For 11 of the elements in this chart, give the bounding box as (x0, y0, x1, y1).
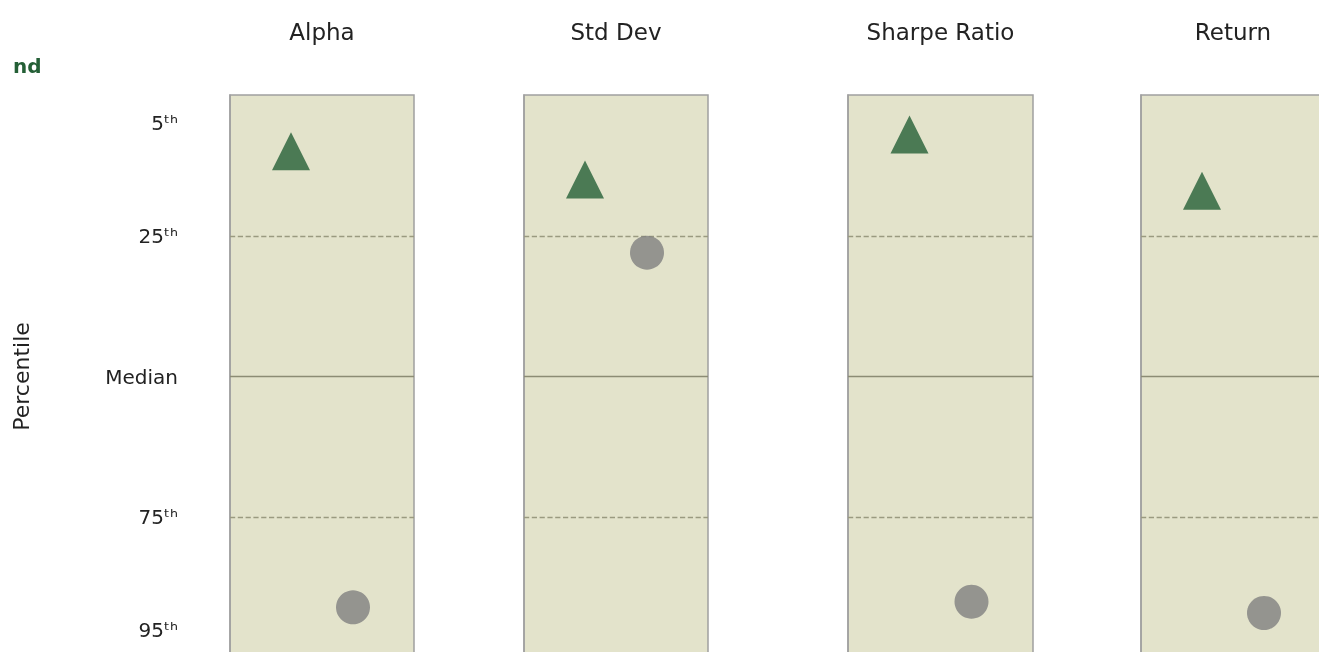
y-tick-label: 25ᵗʰ (138, 223, 178, 248)
x-tick-label: Sharpe Ratio (866, 18, 1015, 45)
x-tick-label: Return (1194, 18, 1272, 45)
x-tick-label: Alpha (289, 18, 355, 45)
y-axis-title: Percentile (8, 322, 34, 431)
y-tick-label: 75ᵗʰ (138, 505, 178, 530)
text: nd (13, 54, 42, 78)
y-tick-label: 5ᵗʰ (151, 111, 178, 136)
y-tick-label: Median (105, 364, 178, 389)
y-tick-label: 95ᵗʰ (138, 617, 178, 642)
x-tick-label: Std Dev (570, 18, 662, 45)
